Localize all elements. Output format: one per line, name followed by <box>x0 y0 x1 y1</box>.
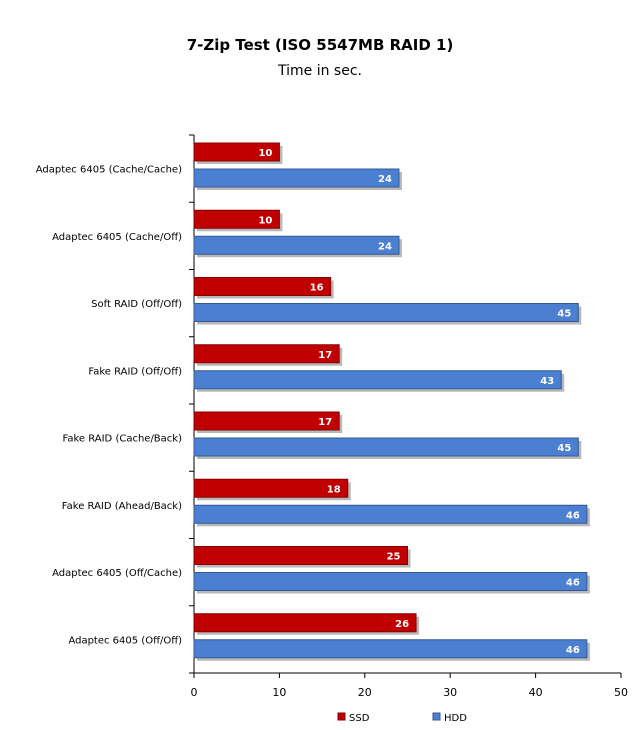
x-tick-label: 10 <box>272 686 286 699</box>
category-label: Fake RAID (Ahead/Back) <box>62 501 182 512</box>
bar-ssd <box>193 478 349 498</box>
data-label: 26 <box>395 619 409 630</box>
bar-hdd <box>193 168 400 188</box>
data-label: 24 <box>378 241 392 252</box>
bar-ssd <box>193 613 417 633</box>
legend-swatch-hdd <box>432 712 441 721</box>
x-tick-label: 30 <box>443 686 457 699</box>
data-label: 46 <box>566 510 580 521</box>
bar-hdd <box>193 235 400 255</box>
category-label: Fake RAID (Off/Off) <box>88 366 182 377</box>
x-tick-label: 0 <box>191 686 198 699</box>
bar-hdd <box>193 639 588 659</box>
data-label: 25 <box>387 552 401 563</box>
x-tick-label: 40 <box>529 686 543 699</box>
category-label: Adaptec 6405 (Off/Cache) <box>52 568 182 579</box>
data-label: 46 <box>566 578 580 589</box>
data-label: 18 <box>327 484 341 495</box>
data-label: 45 <box>557 309 571 320</box>
x-tick-label: 50 <box>614 686 628 699</box>
chart-title: 7-Zip Test (ISO 5547MB RAID 1) <box>186 36 454 54</box>
bar-hdd <box>193 437 579 457</box>
data-label: 17 <box>318 350 332 361</box>
category-label: Adaptec 6405 (Off/Off) <box>68 635 182 646</box>
bar-hdd <box>193 504 588 524</box>
category-label: Adaptec 6405 (Cache/Off) <box>52 232 182 243</box>
category-label: Fake RAID (Cache/Back) <box>63 434 183 445</box>
bar-hdd <box>193 303 579 322</box>
chart-subtitle: Time in sec. <box>278 63 362 79</box>
bar-ssd <box>193 209 280 229</box>
bar-ssd <box>193 142 280 162</box>
category-label: Adaptec 6405 (Cache/Cache) <box>36 165 182 176</box>
bar-ssd <box>193 546 408 565</box>
data-label: 10 <box>258 215 272 226</box>
x-tick-label: 20 <box>358 686 372 699</box>
bar-ssd <box>193 277 332 296</box>
data-label: 43 <box>540 376 554 387</box>
data-label: 17 <box>318 417 332 428</box>
bar-ssd <box>193 344 340 364</box>
data-label: 24 <box>378 174 392 185</box>
bar-hdd <box>193 572 588 591</box>
legend-swatch-ssd <box>337 712 346 721</box>
data-label: 46 <box>566 645 580 656</box>
bar-hdd <box>193 370 562 390</box>
bar-ssd <box>193 411 340 431</box>
legend-label-ssd: SSD <box>349 713 370 724</box>
data-label: 10 <box>258 148 272 159</box>
legend-label-hdd: HDD <box>444 713 467 724</box>
category-label: Soft RAID (Off/Off) <box>91 299 182 310</box>
data-label: 16 <box>310 283 324 294</box>
data-label: 45 <box>557 443 571 454</box>
